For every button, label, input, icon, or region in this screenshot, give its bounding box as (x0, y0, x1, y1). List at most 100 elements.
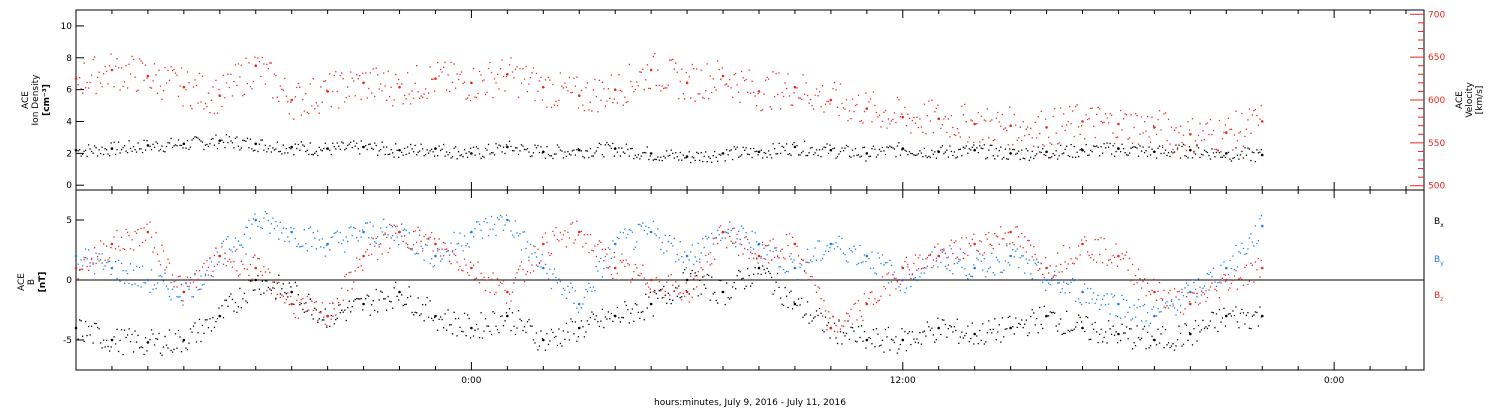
data-point (198, 72, 201, 75)
data-point (392, 234, 394, 237)
data-point (237, 240, 240, 242)
data-point (564, 338, 566, 341)
data-point (598, 142, 601, 145)
data-point (913, 338, 915, 340)
data-point (708, 98, 710, 100)
data-point (198, 288, 201, 291)
data-point (113, 141, 115, 144)
data-point (1241, 308, 1243, 311)
data-point (577, 94, 581, 98)
data-point (234, 64, 237, 66)
data-point (908, 151, 911, 153)
data-point (249, 138, 252, 140)
data-point (180, 283, 183, 286)
data-point (808, 102, 810, 104)
data-point (1182, 143, 1185, 146)
data-point (441, 318, 443, 321)
data-point (597, 243, 599, 246)
data-point (1184, 308, 1186, 310)
data-point (640, 71, 642, 73)
data-point (660, 90, 662, 92)
data-point (874, 345, 876, 348)
data-point (1187, 157, 1189, 159)
data-point (705, 90, 707, 92)
data-point (735, 288, 737, 290)
data-point (119, 339, 121, 341)
data-point (814, 247, 816, 249)
data-point (890, 264, 893, 266)
data-point (1137, 268, 1140, 270)
data-point (366, 222, 368, 224)
data-point (1009, 243, 1011, 245)
data-point (1018, 137, 1020, 139)
data-point (890, 281, 893, 283)
data-point (152, 333, 154, 335)
data-point (312, 318, 314, 320)
data-point (371, 237, 373, 239)
data-point (344, 275, 346, 278)
data-point (138, 245, 141, 247)
data-point (694, 275, 696, 277)
data-point (937, 317, 939, 319)
data-point (932, 131, 935, 134)
data-point (368, 237, 370, 239)
data-point (81, 268, 84, 270)
data-point (383, 72, 385, 74)
data-point (517, 310, 520, 312)
data-point (559, 149, 562, 151)
data-point (135, 341, 138, 343)
data-point (296, 245, 298, 248)
data-point (368, 254, 370, 257)
data-point (413, 230, 415, 233)
data-point (1113, 256, 1116, 258)
data-point (317, 105, 319, 107)
data-point (562, 157, 565, 159)
data-point (811, 320, 813, 322)
data-point (1119, 317, 1122, 319)
data-point (454, 146, 457, 148)
data-point (544, 349, 547, 351)
data-point (772, 293, 774, 295)
data-point (143, 353, 145, 356)
data-point (1069, 247, 1071, 249)
data-point (230, 140, 232, 142)
data-point (784, 82, 786, 84)
data-point (546, 146, 548, 148)
data-point (856, 341, 858, 343)
data-point (970, 275, 972, 277)
data-point (460, 245, 463, 247)
data-point (744, 149, 746, 151)
data-point (943, 319, 945, 321)
data-point (1133, 283, 1135, 286)
data-point (236, 270, 238, 272)
data-point (705, 235, 707, 237)
data-point (684, 251, 686, 253)
data-point (788, 291, 791, 294)
data-point (134, 149, 136, 151)
data-point (1139, 306, 1141, 308)
data-point (812, 255, 815, 257)
data-point (979, 253, 981, 255)
data-point (326, 314, 329, 318)
data-point (577, 147, 580, 150)
data-point (1185, 295, 1188, 298)
data-point (721, 67, 723, 69)
data-point (141, 241, 144, 244)
data-point (766, 76, 768, 78)
data-point (227, 305, 229, 307)
data-point (360, 236, 362, 238)
data-point (844, 108, 846, 110)
data-point (1091, 253, 1093, 256)
data-point (1034, 262, 1036, 264)
data-point (733, 242, 735, 244)
data-point (1247, 147, 1249, 149)
data-point (372, 300, 374, 302)
data-point (618, 147, 620, 149)
data-point (413, 97, 415, 99)
data-point (186, 140, 189, 142)
data-point (1179, 311, 1182, 314)
data-point (429, 150, 431, 152)
data-point (1085, 315, 1087, 318)
data-point (1236, 154, 1239, 156)
data-point (258, 143, 261, 145)
